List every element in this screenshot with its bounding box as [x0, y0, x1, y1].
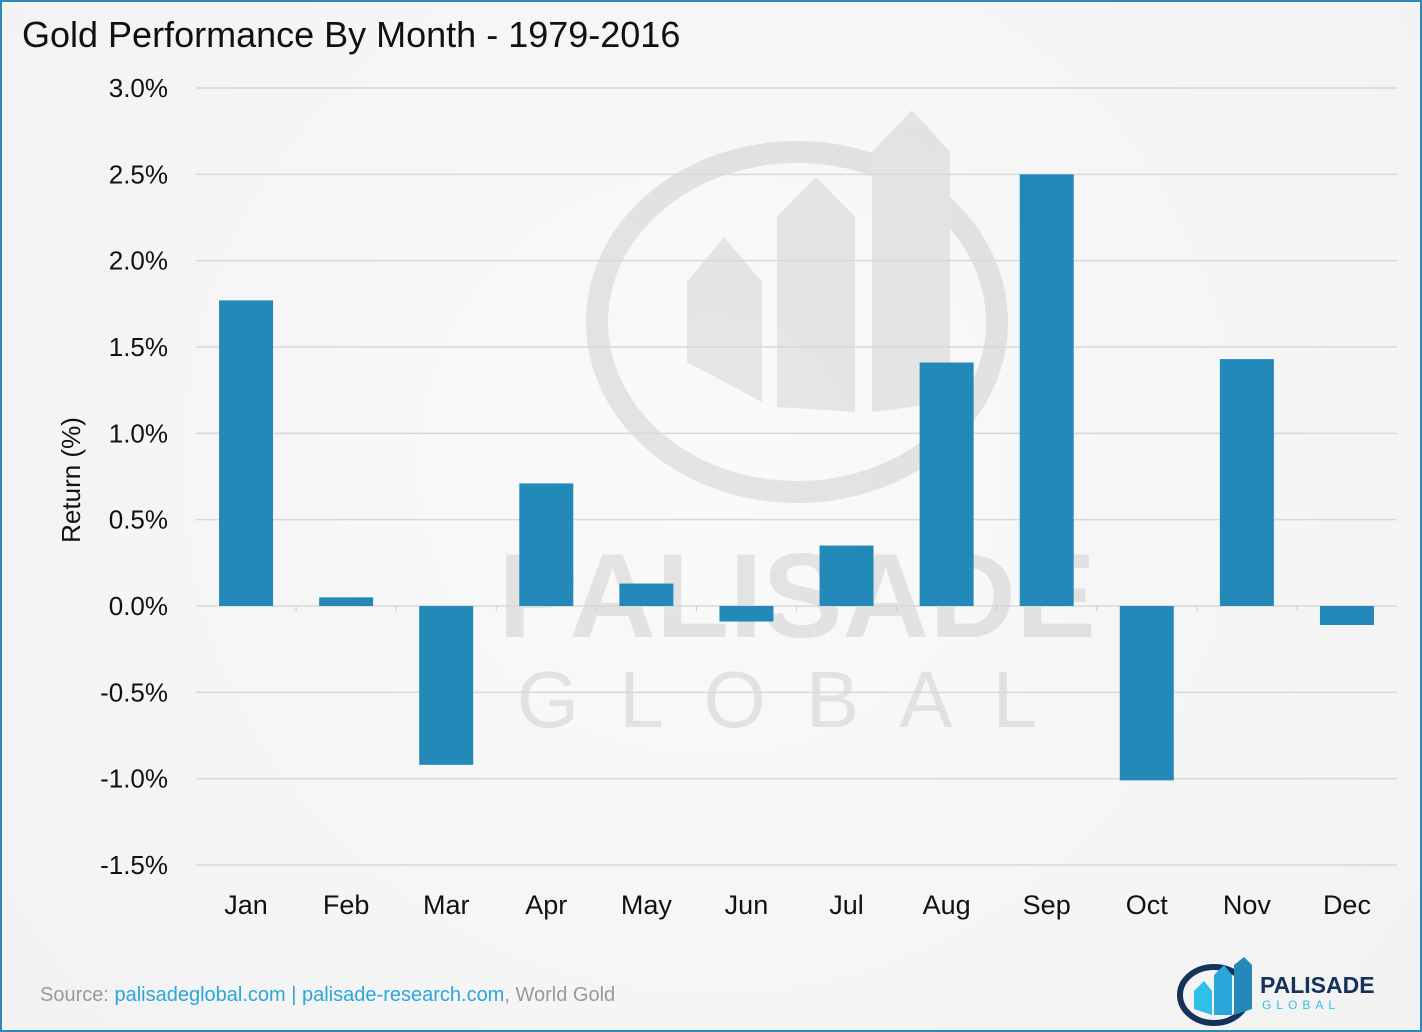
y-tick-label: -1.0%	[100, 764, 168, 794]
watermark: PALISADE GLOBAL	[498, 110, 1096, 744]
palisade-global-logo: PALISADE GLOBAL	[1177, 957, 1375, 1026]
x-tick-label: Oct	[1126, 890, 1169, 920]
x-tick-label: Sep	[1023, 890, 1071, 920]
y-tick-label: 0.0%	[109, 591, 168, 621]
y-tick-label: -1.5%	[100, 850, 168, 880]
bar-nov	[1219, 359, 1274, 606]
x-tick-label: Jun	[725, 890, 769, 920]
source-suffix: , World Gold	[504, 984, 616, 1006]
bar-apr	[519, 483, 574, 606]
svg-text:PALISADE: PALISADE	[1260, 972, 1375, 998]
bar-jul	[819, 545, 874, 606]
x-tick-label: Mar	[423, 890, 470, 920]
chart-title: Gold Performance By Month - 1979-2016	[22, 14, 681, 55]
svg-text:GLOBAL: GLOBAL	[1262, 998, 1340, 1012]
source-separator: |	[285, 984, 303, 1006]
x-tick-label: Feb	[323, 890, 370, 920]
bar-jun	[719, 606, 774, 622]
bar-feb	[319, 597, 374, 606]
bar-dec	[1319, 606, 1374, 625]
y-tick-label: 2.0%	[109, 246, 168, 276]
x-tick-label: Jul	[829, 890, 864, 920]
svg-text:GLOBAL: GLOBAL	[517, 655, 1077, 744]
x-tick-label: Aug	[923, 890, 971, 920]
y-tick-label: 1.5%	[109, 332, 168, 362]
x-tick-label: May	[621, 890, 673, 920]
bar-may	[619, 583, 674, 606]
source-footer: Source: palisadeglobal.com | palisade-re…	[40, 984, 615, 1007]
y-tick-label: 3.0%	[109, 73, 168, 103]
bar-aug	[919, 362, 974, 606]
x-tick-label: Dec	[1323, 890, 1371, 920]
y-tick-label: 0.5%	[109, 505, 168, 535]
bar-mar	[419, 606, 474, 765]
y-tick-label: 1.0%	[109, 418, 168, 448]
bar-jan	[219, 300, 274, 606]
source-link-palisade-research[interactable]: palisade-research.com	[302, 984, 505, 1006]
y-tick-label: -0.5%	[100, 677, 168, 707]
y-tick-label: 2.5%	[109, 159, 168, 189]
source-link-palisadeglobal[interactable]: palisadeglobal.com	[114, 984, 286, 1006]
y-axis-label: Return (%)	[56, 417, 86, 543]
bar-oct	[1119, 606, 1174, 781]
x-tick-label: Nov	[1223, 890, 1272, 920]
x-tick-label: Jan	[224, 890, 268, 920]
x-tick-label: Apr	[525, 890, 567, 920]
source-prefix: Source:	[40, 984, 115, 1006]
svg-text:PALISADE: PALISADE	[498, 529, 1096, 663]
bar-sep	[1019, 174, 1074, 607]
